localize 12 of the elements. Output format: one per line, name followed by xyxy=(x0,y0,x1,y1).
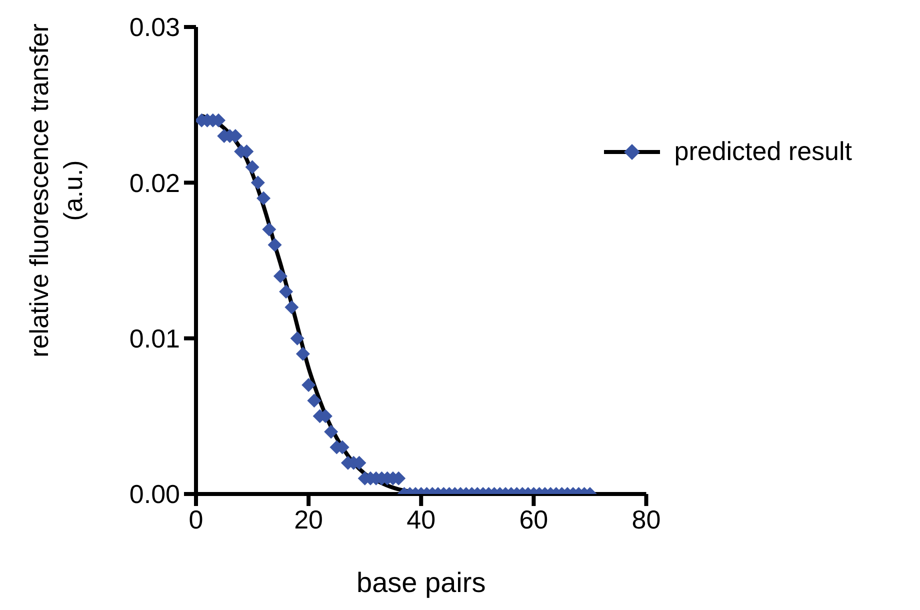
x-tick-label: 40 xyxy=(406,504,436,534)
x-tick-label: 60 xyxy=(519,504,548,534)
x-tick-label: 0 xyxy=(188,504,204,534)
y-tick-label: 0.03 xyxy=(129,12,180,42)
y-tick-label: 0.00 xyxy=(129,479,180,510)
x-tick-label: 80 xyxy=(632,504,661,534)
x-tick-label: 20 xyxy=(294,504,324,534)
legend-label: predicted result xyxy=(674,136,852,167)
y-tick-label: 0.02 xyxy=(129,168,180,198)
y-tick-label: 0.01 xyxy=(129,324,180,354)
x-axis-title: base pairs xyxy=(356,567,486,598)
y-axis-title: relative fluorescence transfer (a.u.) xyxy=(24,23,88,358)
